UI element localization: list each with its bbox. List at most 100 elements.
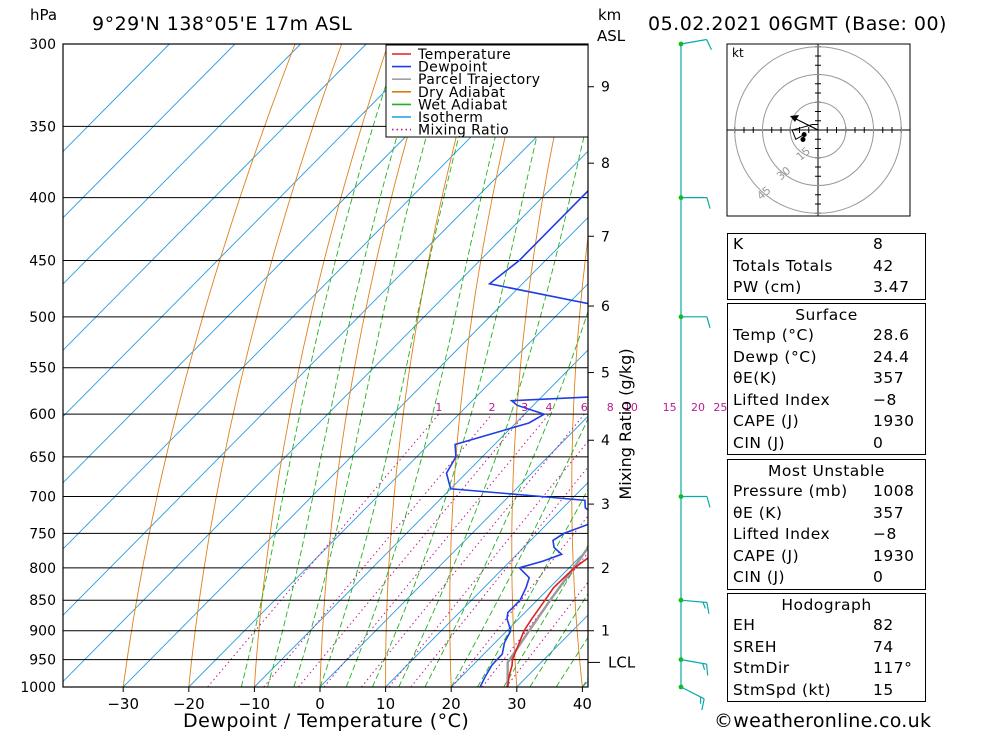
x-axis-title: Dewpoint / Temperature (°C) xyxy=(183,710,469,732)
stat-row: Pressure (mb) 1008 xyxy=(728,481,925,503)
wind-barb-feather xyxy=(702,663,706,671)
km-tick-label: 5 xyxy=(601,366,610,382)
hodograph-stats-title: Hodograph xyxy=(781,596,872,614)
profiles xyxy=(445,189,588,687)
isotherm-line xyxy=(254,349,588,687)
datetime-title: 05.02.2021 06GMT (Base: 00) xyxy=(648,13,947,35)
x-tick-label: 40 xyxy=(573,695,592,713)
stat-value: 82 xyxy=(873,616,894,634)
wind-barb-staff xyxy=(680,38,707,45)
isotherm-line xyxy=(63,44,301,285)
mixing-ratio-label: 10 xyxy=(624,401,638,414)
stat-label: PW (cm) xyxy=(733,278,802,296)
hpa-unit-label: hPa xyxy=(30,6,57,24)
mixing-ratio-label: 1 xyxy=(435,401,442,414)
stat-value: 42 xyxy=(873,256,894,275)
dry-adiabat-line xyxy=(992,44,1000,687)
mixing-ratio-axis-title: Mixing Ratio (g/kg) xyxy=(616,348,635,499)
storm-motion-arrowhead xyxy=(790,115,799,122)
plot-frame xyxy=(62,43,589,688)
pressure-tick-label: 1000 xyxy=(20,680,56,696)
pressure-tick-label: 950 xyxy=(29,653,56,669)
stat-row: Lifted Index −8 xyxy=(728,524,925,546)
stat-row: StmDir 117° xyxy=(728,658,925,680)
pressure-tick-label: 800 xyxy=(29,561,56,577)
dry-adiabat-line xyxy=(511,44,575,687)
hodograph-stats-panel: Hodograph EH 82 SREH 74 StmDir 117° StmSpd … xyxy=(727,593,926,702)
wind-level-dot xyxy=(678,657,684,663)
km-tick-label: 9 xyxy=(601,80,610,96)
stat-label: Lifted Index xyxy=(733,525,831,543)
legend-label: Dry Adiabat xyxy=(418,85,505,101)
stat-row: EH 82 xyxy=(728,615,925,637)
axes: 3003504004505005506006507007508008509009… xyxy=(20,37,635,713)
wet-adiabat-line xyxy=(477,488,588,687)
isotherm-line xyxy=(63,44,367,351)
isotherm-line xyxy=(63,44,498,484)
isotherm-line xyxy=(122,216,588,687)
wet-adiabat-line xyxy=(372,44,560,687)
isotherm-line xyxy=(63,44,236,219)
stat-row-pw: PW (cm) 3.47 xyxy=(728,277,925,299)
x-tick-label: 20 xyxy=(442,695,461,713)
stat-row: CIN (J) 0 xyxy=(728,567,925,589)
isotherm-line xyxy=(450,548,588,687)
stat-value: 1930 xyxy=(873,546,915,565)
location-title: 9°29'N 138°05'E 17m ASL xyxy=(92,13,352,35)
wind-barb-feather xyxy=(706,197,711,209)
stat-row-k: K 8 xyxy=(728,234,925,256)
wet-adiabat-line xyxy=(345,44,520,687)
pressure-tick-label: 750 xyxy=(29,526,56,542)
temperature-line xyxy=(506,556,588,687)
pressure-tick-label: 450 xyxy=(29,254,56,270)
km-tick-label: 2 xyxy=(601,561,610,577)
stat-value: 1930 xyxy=(873,412,915,430)
stat-value: 3.47 xyxy=(873,278,910,296)
stat-label: EH xyxy=(733,616,756,634)
stat-value: 0 xyxy=(873,433,884,452)
stat-label: Temp (°C) xyxy=(733,326,815,344)
legend-label: Wet Adiabat xyxy=(418,97,508,113)
legend-label: Isotherm xyxy=(418,110,483,126)
indices-panel: K 8 Totals Totals 42 PW (cm) 3.47 xyxy=(727,233,926,300)
stat-value: 8 xyxy=(873,235,884,253)
pressure-tick-label: 400 xyxy=(29,191,56,207)
hodograph-ring xyxy=(789,101,847,159)
most-unstable-panel: Most Unstable Pressure (mb) 1008 θE (K) 35… xyxy=(727,459,926,590)
surface-panel: Surface Temp (°C) 28.6 Dewp (°C) 24.4 θE(K… xyxy=(727,303,926,455)
wind-barb-feather xyxy=(702,601,706,609)
stat-label: Pressure (mb) xyxy=(733,482,848,500)
stat-value: 1008 xyxy=(873,482,915,500)
mixing-ratio-line xyxy=(298,413,526,687)
pressure-tick-label: 900 xyxy=(29,624,56,640)
asl-unit-label: ASL xyxy=(597,27,626,45)
stat-label: CIN (J) xyxy=(733,568,786,586)
mixing-ratio-line xyxy=(505,581,588,687)
copyright-footer: ©weatheronline.co.uk xyxy=(714,710,932,732)
stat-label: StmSpd (kt) xyxy=(733,680,832,699)
wind-barb-staff xyxy=(680,686,705,700)
mixing-ratio-label: 4 xyxy=(546,401,553,414)
dry-adiabat-line xyxy=(449,44,529,687)
stat-row: Temp (°C) 28.6 xyxy=(728,325,925,347)
stat-label: Totals Totals xyxy=(733,256,833,275)
stat-label: Dewp (°C) xyxy=(733,347,818,366)
stat-value: 15 xyxy=(873,680,894,699)
pressure-tick-label: 700 xyxy=(29,490,56,506)
hodograph-unit: kt xyxy=(732,46,744,60)
km-tick-label: 3 xyxy=(601,497,610,513)
stat-row: θE (K) 357 xyxy=(728,503,925,525)
pressure-tick-label: 650 xyxy=(29,450,56,466)
stat-value: −8 xyxy=(873,390,897,409)
hodograph-point xyxy=(800,136,806,142)
legend-label: Mixing Ratio xyxy=(418,123,509,139)
stat-value: 28.6 xyxy=(873,326,910,344)
dry-adiabat-line xyxy=(385,44,482,687)
dry-adiabat-line xyxy=(319,44,436,687)
stat-row: SREH 74 xyxy=(728,637,925,659)
km-tick-label: 1 xyxy=(601,624,610,640)
stat-value: −8 xyxy=(873,525,897,543)
stat-label: θE(K) xyxy=(733,369,778,387)
dry-adiabat-line xyxy=(945,44,1000,687)
